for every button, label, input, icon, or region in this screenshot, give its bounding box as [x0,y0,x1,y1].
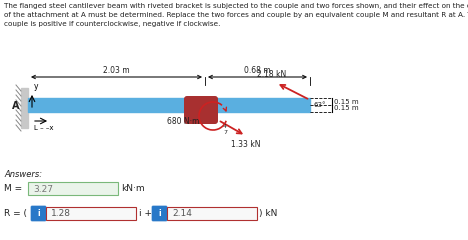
Text: of the attachment at A must be determined. Replace the two forces and couple by : of the attachment at A must be determine… [4,12,468,18]
FancyBboxPatch shape [167,207,257,220]
Text: i +: i + [139,209,152,218]
FancyBboxPatch shape [31,206,46,221]
Text: 0.68 m: 0.68 m [244,66,271,75]
Bar [28,98,310,112]
Text: Answers:: Answers: [4,170,42,179]
Text: y: y [34,82,38,91]
Text: 2.03 m: 2.03 m [103,66,130,75]
Text: 7: 7 [223,130,227,135]
Text: M =: M = [4,184,22,193]
Text: A: A [12,101,19,111]
Text: 2.18 kN: 2.18 kN [256,70,286,79]
Text: 1.33 kN: 1.33 kN [231,140,261,149]
Text: couple is positive if counterclockwise, negative if clockwise.: couple is positive if counterclockwise, … [4,21,220,27]
FancyBboxPatch shape [184,96,218,124]
FancyBboxPatch shape [46,207,136,220]
FancyBboxPatch shape [28,182,118,195]
Text: 680 N·m: 680 N·m [167,116,199,126]
Text: 63°: 63° [313,102,326,108]
Text: The flanged steel cantilever beam with riveted bracket is subjected to the coupl: The flanged steel cantilever beam with r… [4,3,468,9]
Text: 2.14: 2.14 [172,210,192,218]
Text: 0.15 m: 0.15 m [334,98,358,104]
Text: 4: 4 [223,124,227,129]
Text: kN·m: kN·m [121,184,145,193]
Text: R = (: R = ( [4,209,27,218]
FancyBboxPatch shape [152,206,167,221]
Text: 3.27: 3.27 [33,185,53,193]
Text: i: i [37,210,40,218]
Text: L – –x: L – –x [34,125,53,131]
Text: i: i [158,210,161,218]
Text: ) kN: ) kN [259,209,278,218]
Text: 0.15 m: 0.15 m [334,106,358,112]
Bar [21,88,28,128]
Text: 1.28: 1.28 [51,210,71,218]
